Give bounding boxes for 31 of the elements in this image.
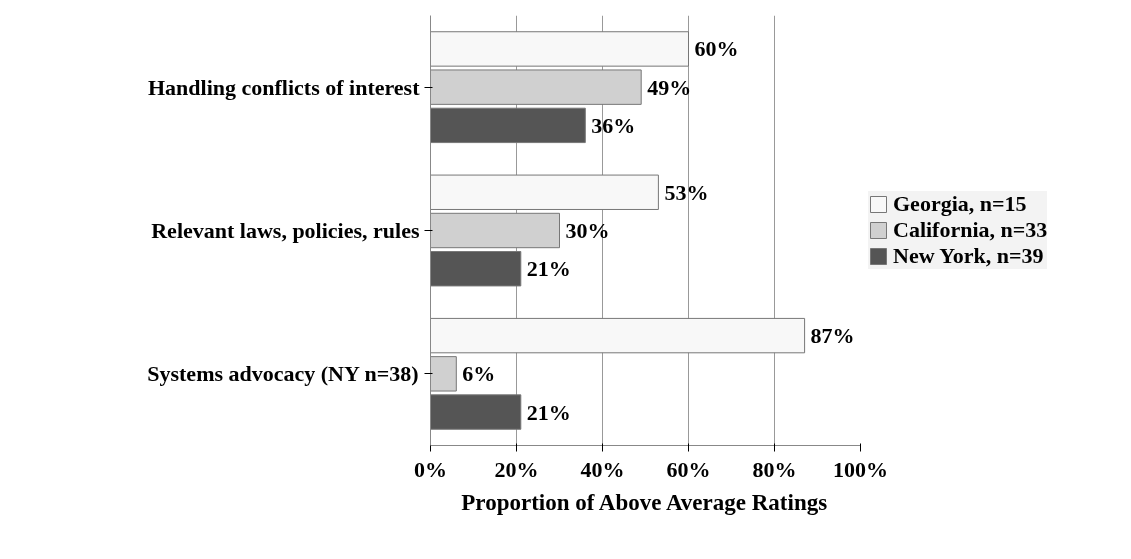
bar — [430, 212, 560, 249]
legend-label: New York, n=39 — [893, 243, 1044, 269]
text: 53% — [664, 179, 709, 205]
text: 6% — [462, 361, 496, 387]
text: 36% — [591, 112, 636, 138]
x-tick-label: 60% — [666, 456, 711, 482]
text: 87% — [810, 323, 855, 349]
text: 49% — [647, 74, 692, 100]
text: 21% — [526, 256, 571, 282]
legend-label: Georgia, n=15 — [893, 191, 1027, 217]
x-tick-label: 100% — [833, 456, 888, 482]
x-tick-label: 0% — [414, 456, 447, 482]
text: 21% — [526, 399, 571, 425]
bar — [430, 317, 806, 354]
x-tick-label: 20% — [494, 456, 539, 482]
y-tick-label: Relevant laws, policies, rules — [151, 218, 420, 243]
text: 30% — [565, 218, 610, 243]
bar — [430, 31, 689, 67]
x-tick-label: 40% — [580, 456, 625, 482]
bar — [430, 107, 586, 144]
bar — [430, 251, 522, 287]
bar — [430, 69, 642, 105]
x-tick-label: 80% — [752, 456, 797, 482]
bar — [430, 356, 457, 392]
y-tick-label: Systems advocacy (NY n=38) — [147, 361, 419, 387]
text: 60% — [694, 36, 739, 62]
bar — [430, 174, 659, 210]
legend-label: California, n=33 — [893, 217, 1048, 243]
y-tick-label: Handling conflicts of interest — [147, 74, 421, 100]
x-axis-title: Proportion of Above Average Ratings — [461, 489, 828, 515]
bar — [430, 394, 522, 430]
